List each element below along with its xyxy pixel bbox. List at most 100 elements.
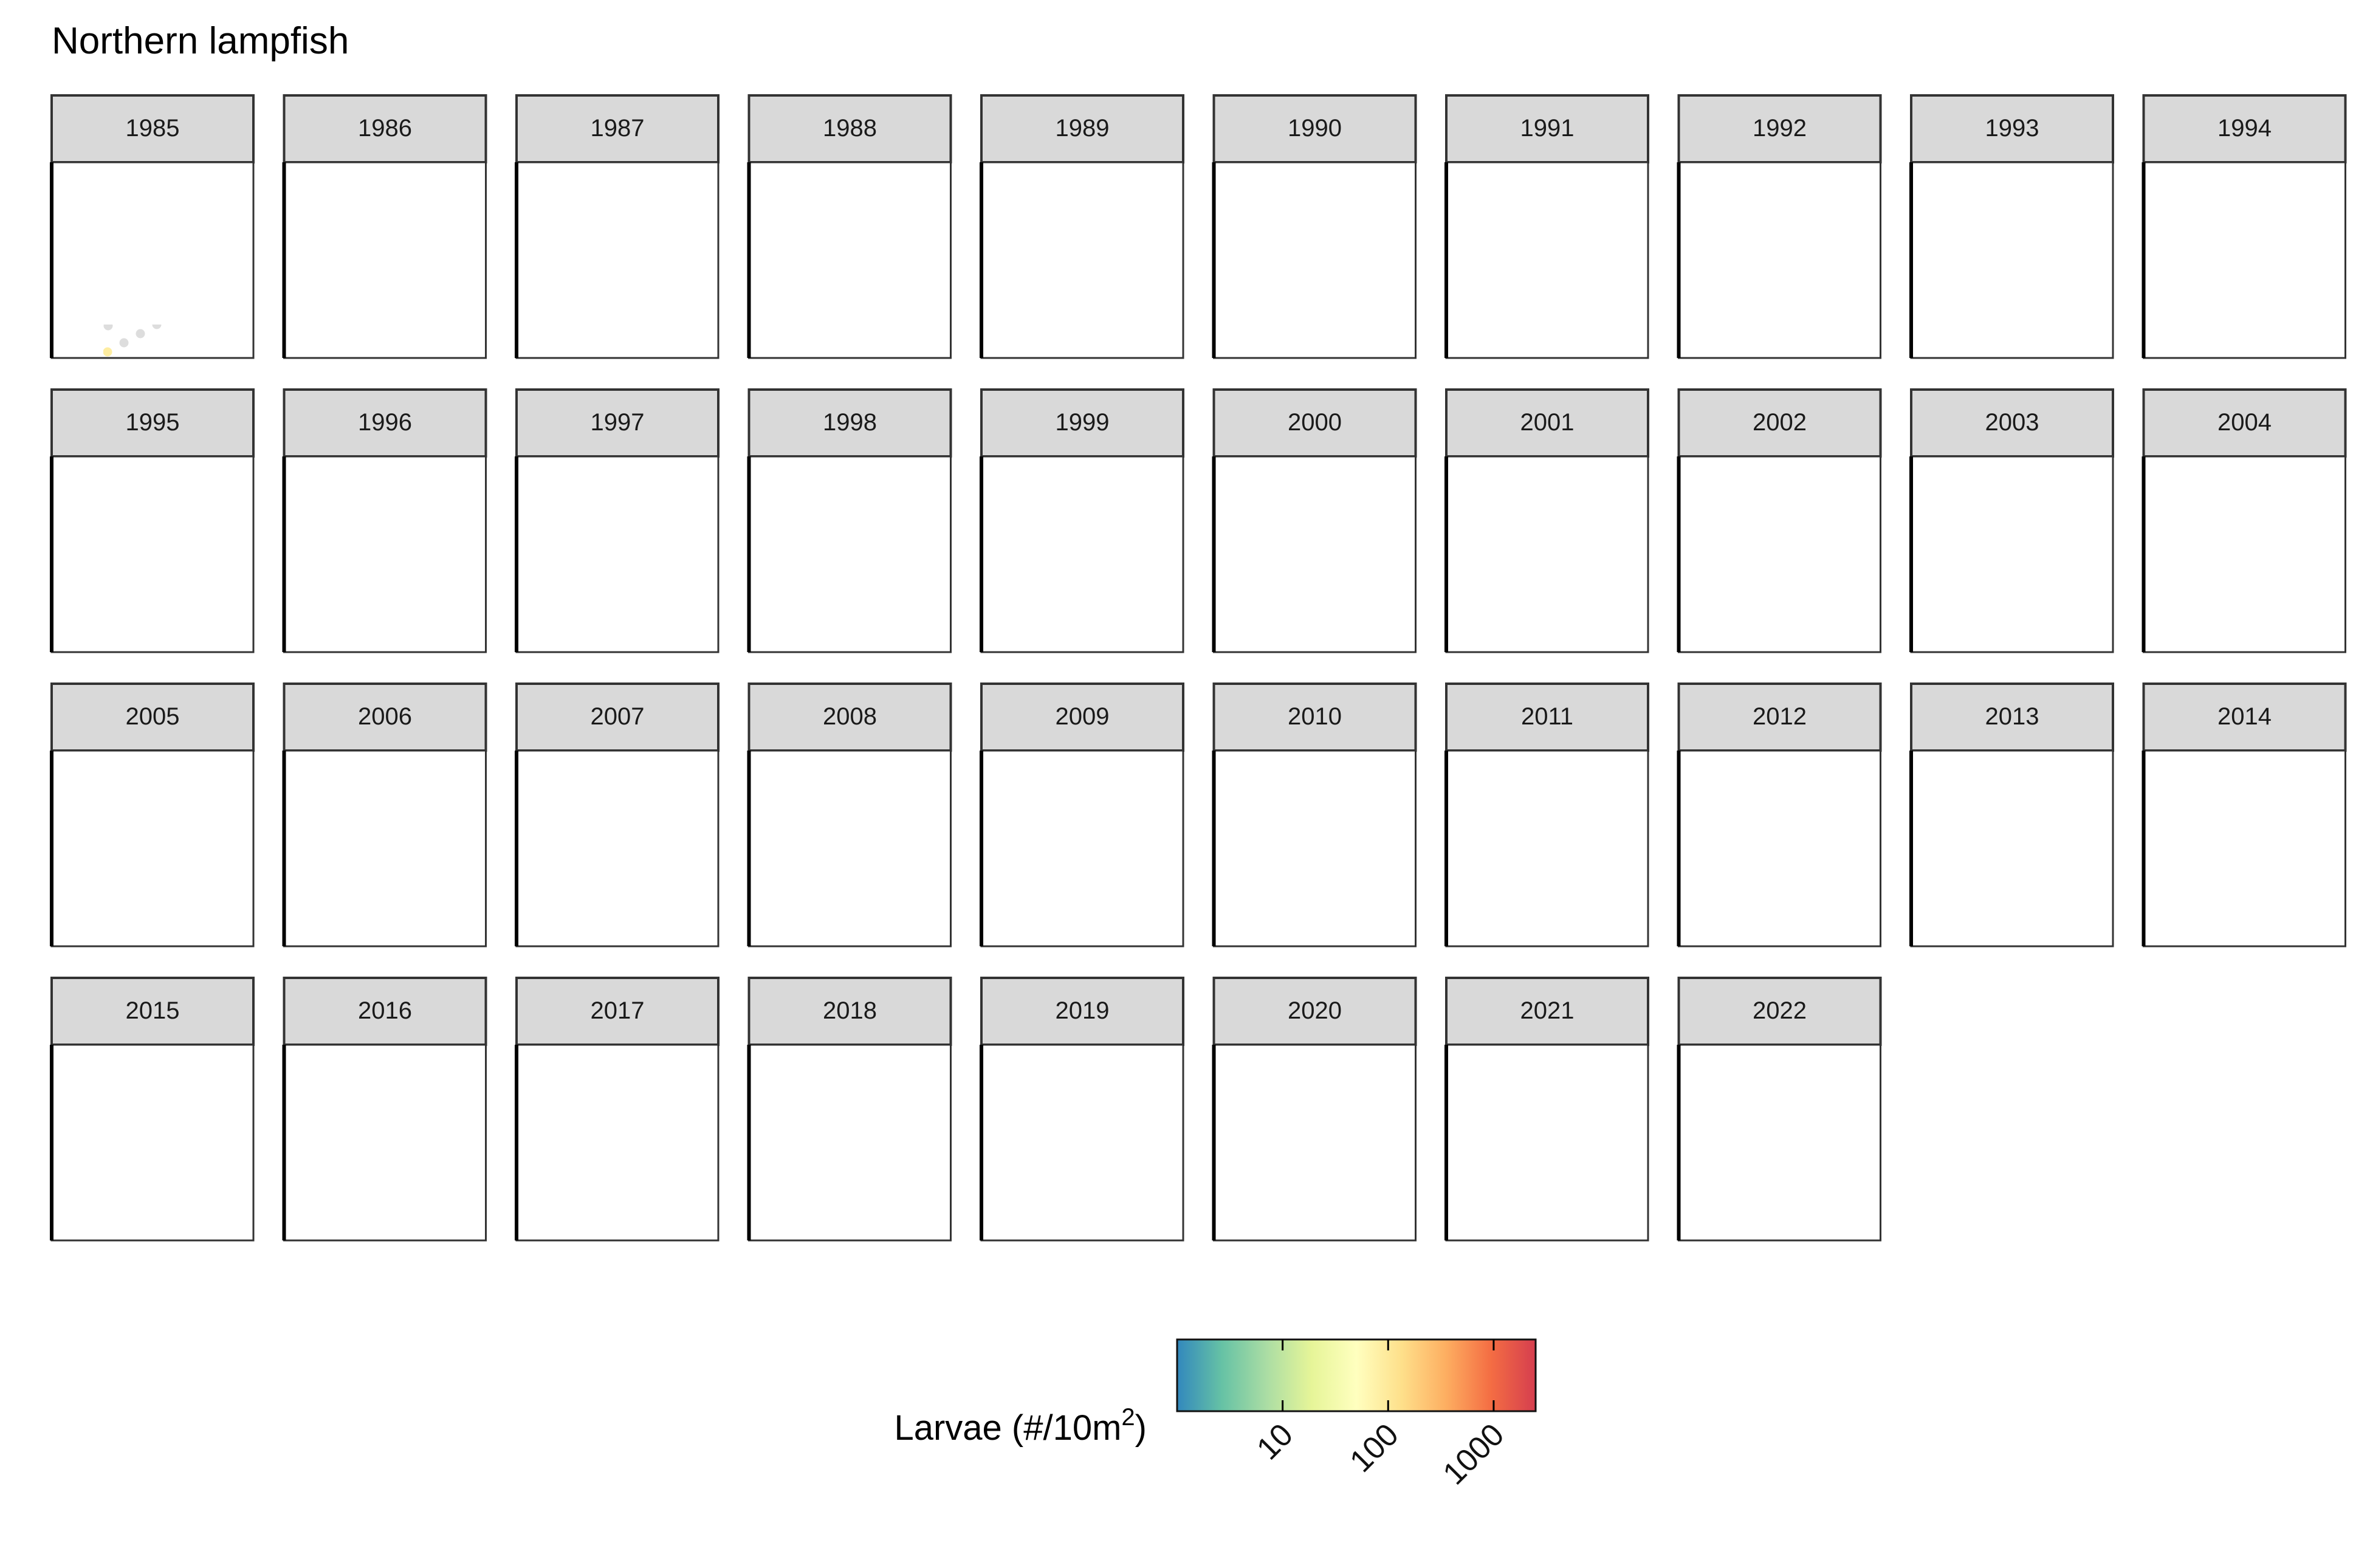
panel-background: [981, 1045, 1183, 1240]
panel-background: [517, 456, 718, 652]
panel-background: [52, 751, 253, 946]
panel-background: [2143, 162, 2346, 358]
facet-panel-2009: 2009xxx: [980, 683, 1184, 947]
facet-label: 2010: [1288, 703, 1342, 730]
facet-label: 2005: [126, 703, 180, 730]
colorbar: [1176, 1338, 1537, 1412]
panel-background: [749, 751, 951, 946]
panel-background: [981, 751, 1183, 946]
facet-strip: [283, 683, 487, 752]
panel-background: [749, 456, 951, 652]
facet-strip: [1445, 683, 1649, 752]
facet-panel-1986: 1986xxxxxxxxxxxxxxx: [282, 94, 487, 359]
facet-strip: [515, 683, 720, 752]
facet-strip: [1677, 94, 1882, 163]
facet-strip: [2142, 683, 2347, 752]
facet-label: 1998: [823, 409, 877, 436]
facet-strip: [50, 388, 255, 458]
facet-strip: [515, 977, 720, 1046]
facet-label: 1993: [1985, 115, 2039, 142]
facet-strip: [1445, 94, 1649, 163]
facet-strip: [50, 94, 255, 163]
facet-strip: [1910, 683, 2114, 752]
panel-background: [1911, 456, 2113, 652]
panel-background: [52, 456, 253, 652]
facet-panel-1985: 1985xxxxxxxxxxxxxx: [50, 94, 255, 359]
facet-panel-1992: 1992xxxxxxxxxxxxxx: [1677, 94, 1882, 359]
facet-panel-1991: 1991xxxxxxxxxxxxxx: [1444, 94, 1649, 359]
facet-panel-2004: 2004xxxxxxx: [2142, 388, 2347, 653]
panel-background: [1214, 456, 1416, 652]
facet-label: 1986: [358, 115, 412, 142]
facet-label: 2002: [1753, 409, 1807, 436]
facet-panel-1996: 1996xxxxxxxxxxxxxxx: [282, 388, 487, 653]
facet-panel-2000: 2000xxxxxxxxxxxx: [1212, 388, 1417, 653]
panel-background: [749, 162, 951, 358]
legend-tick-label: 100: [1343, 1417, 1405, 1479]
facet-label: 2001: [1520, 409, 1575, 436]
facet-label: 2006: [358, 703, 412, 730]
panel-background: [2143, 751, 2346, 946]
facet-panel-2015: 2015xxxxxxx: [50, 977, 255, 1242]
panel-background: [52, 162, 253, 358]
panel-background: [1214, 751, 1416, 946]
facet-strip: [50, 977, 255, 1046]
facet-panel-2001: 2001xxxxxxxxxxxxxxx: [1444, 388, 1649, 653]
facet-label: 2022: [1753, 997, 1807, 1024]
facet-panel-2006: 2006xxxxxxxx: [282, 683, 487, 947]
facet-label: 2007: [591, 703, 645, 730]
panel-background: [1678, 162, 1881, 358]
facet-panels: 1985xxxxxxxxxxxxxx1986xxxxxxxxxxxxxxx198…: [50, 94, 2347, 1242]
facet-strip: [515, 94, 720, 163]
facet-panel-2016: 2016xxxxxxxxxx: [282, 977, 487, 1242]
facet-panel-2007: 2007xxxxxxxx: [515, 683, 720, 947]
facet-label: 1988: [823, 115, 877, 142]
panel-background: [2143, 456, 2346, 652]
facet-label: 1992: [1753, 115, 1807, 142]
facet-panel-2005: 2005xxxxxxxxxx: [50, 683, 255, 947]
station-point: [152, 325, 162, 329]
panel-background: [1678, 751, 1881, 946]
facet-strip: [747, 388, 952, 458]
panel-background: [1214, 1045, 1416, 1240]
facet-panel-2002: 2002xxxxxxxxxxxxxxx: [1677, 388, 1882, 653]
panel-background: [284, 162, 486, 358]
facet-strip: [980, 683, 1184, 752]
facet-label: 1995: [126, 409, 180, 436]
panel-background: [1678, 1045, 1881, 1240]
facet-strip: [2142, 388, 2347, 458]
station-point: [103, 325, 113, 331]
facet-panel-2017: 2017xxxxxxx: [515, 977, 720, 1242]
facet-strip: [1445, 388, 1649, 458]
legend-tick-label: 1000: [1437, 1417, 1511, 1491]
facet-panel-1988: 1988xxxxxxxxxxxx: [747, 94, 952, 359]
panel-background: [981, 162, 1183, 358]
facet-label: 2008: [823, 703, 877, 730]
facet-strip: [283, 388, 487, 458]
facet-panel-2011: 2011xxxxxxxx: [1444, 683, 1649, 947]
station-point: [136, 329, 145, 339]
facet-strip: [980, 388, 1184, 458]
panel-background: [981, 456, 1183, 652]
legend-tick-label: 10: [1250, 1417, 1300, 1467]
facet-label: 2012: [1753, 703, 1807, 730]
facet-strip: [747, 977, 952, 1046]
facet-panel-2022: 2022xxxxx: [1677, 977, 1882, 1242]
panel-background: [284, 1045, 486, 1240]
facet-label: 2004: [2217, 409, 2272, 436]
facet-label: 2015: [126, 997, 180, 1024]
facet-label: 2019: [1056, 997, 1110, 1024]
facet-label: 1996: [358, 409, 412, 436]
facet-panel-2012: 2012xxxxxxx: [1677, 683, 1882, 947]
legend-title: Larvae (#/10m2): [894, 1404, 1147, 1448]
facet-label: 2009: [1056, 703, 1110, 730]
facet-panel-1999: 1999xxxxxxxxxxxxxxx: [980, 388, 1184, 653]
facet-strip: [2142, 94, 2347, 163]
facet-panel-2003: 2003xxxxx: [1909, 388, 2114, 653]
facet-label: 1987: [591, 115, 645, 142]
facet-panel-2021: 2021xxxxxx: [1444, 977, 1649, 1242]
facet-label: 2021: [1520, 997, 1575, 1024]
facet-panel-2010: 2010xxxx: [1212, 683, 1417, 947]
station-point: [103, 347, 112, 357]
facet-label: 2014: [2217, 703, 2272, 730]
